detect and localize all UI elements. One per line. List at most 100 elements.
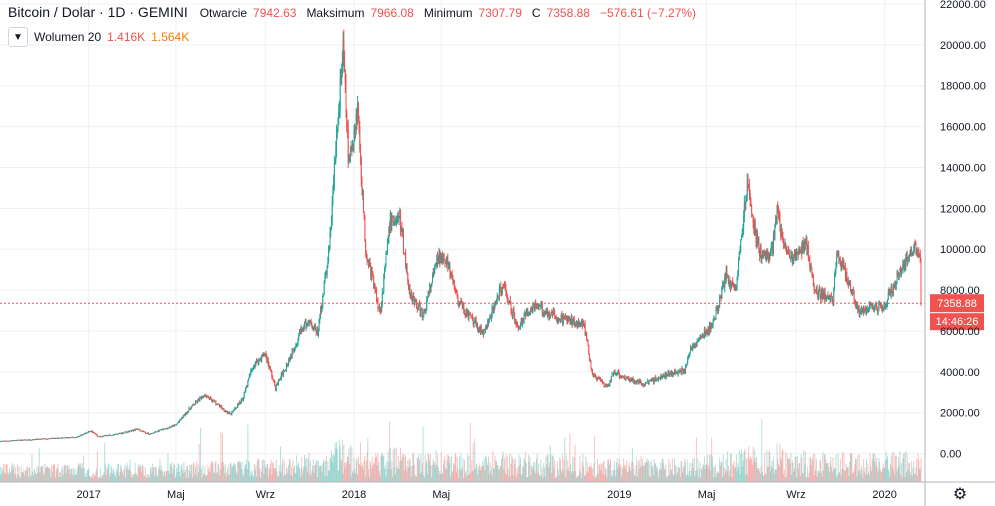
volume-bar	[34, 469, 36, 482]
candle-body	[831, 295, 833, 297]
candle-body	[551, 313, 553, 315]
volume-bar	[671, 458, 673, 482]
candle-body	[229, 413, 231, 415]
volume-bar	[551, 473, 553, 482]
volume-bar	[474, 468, 476, 482]
volume-bar	[853, 469, 855, 482]
candle-body	[399, 210, 401, 218]
volume-bar	[237, 462, 239, 482]
volume-bar	[354, 469, 356, 482]
candle-body	[469, 313, 471, 315]
candle-body	[285, 364, 287, 370]
candle-body	[84, 433, 86, 435]
candle-body	[246, 386, 248, 388]
candle-body	[815, 286, 817, 291]
candle-body	[654, 376, 656, 379]
volume-bar	[642, 459, 644, 482]
volume-bar	[656, 465, 658, 482]
volume-bar	[586, 472, 588, 482]
volume-bar	[607, 460, 609, 482]
candle-body	[700, 336, 702, 338]
candle-body	[96, 434, 98, 436]
gear-icon[interactable]: ⚙	[952, 486, 968, 503]
candle-body	[503, 285, 505, 287]
candle-body	[645, 382, 647, 384]
volume-bar	[205, 476, 207, 482]
volume-bar	[345, 463, 347, 482]
volume-bar	[852, 472, 854, 482]
volume-bar	[314, 465, 316, 482]
volume-bar	[28, 467, 30, 482]
candle-body	[502, 284, 504, 288]
volume-bar	[657, 471, 659, 482]
volume-label[interactable]: Wolumen 20	[34, 30, 102, 44]
candle-body	[855, 302, 857, 306]
volume-bar	[561, 472, 563, 482]
volume-bar	[121, 472, 123, 482]
candle-body	[171, 426, 173, 428]
candle-body	[763, 253, 765, 255]
volume-bar	[823, 470, 825, 482]
candle-body	[314, 325, 316, 331]
candle-body	[26, 439, 28, 441]
volume-bar	[846, 467, 848, 482]
volume-bar	[456, 472, 458, 482]
volume-bar	[642, 465, 644, 482]
volume-bar	[458, 477, 460, 482]
candle-body	[737, 274, 739, 278]
candle-body	[829, 294, 831, 300]
volume-bar	[442, 464, 444, 482]
candle-body	[441, 253, 443, 263]
volume-bar	[503, 469, 505, 482]
candle-body	[660, 375, 662, 379]
volume-bar	[527, 454, 529, 482]
candle-body	[780, 230, 782, 237]
volume-bar	[251, 470, 253, 482]
price-axis[interactable]: 22000.0020000.0018000.0016000.0014000.00…	[924, 0, 986, 506]
candle-body	[858, 307, 860, 316]
volume-bar	[129, 459, 131, 482]
candle-body	[848, 284, 850, 286]
candle-body	[384, 267, 386, 269]
x-tick-label: Wrz	[256, 489, 275, 501]
symbol-title[interactable]: Bitcoin / Dolar · 1D · GEMINI	[8, 4, 188, 20]
volume-bar	[743, 451, 745, 482]
volume-bar	[27, 467, 29, 482]
volume-bar	[402, 455, 404, 482]
candle-body	[786, 251, 788, 254]
candle-body	[83, 434, 85, 436]
volume-bar	[426, 460, 428, 482]
volume-bar	[779, 444, 781, 482]
candle-body	[236, 407, 238, 409]
volume-bar	[424, 454, 426, 482]
volume-bar	[461, 470, 463, 482]
volume-bar	[820, 460, 822, 482]
candle-body	[370, 266, 372, 277]
volume-bar	[56, 467, 58, 482]
volume-bar	[852, 473, 854, 482]
volume-bar	[818, 473, 820, 482]
volume-bar	[115, 469, 117, 482]
volume-bar	[844, 470, 846, 482]
candle-body	[652, 378, 654, 383]
candle-body	[212, 400, 214, 402]
volume-bar	[857, 470, 859, 482]
volume-bar	[712, 466, 714, 482]
candle-body	[528, 314, 530, 316]
volume-bar	[614, 469, 616, 482]
candle-body	[595, 376, 597, 380]
candle-body	[6, 440, 8, 442]
chevron-down-icon[interactable]: ▼	[8, 27, 28, 47]
volume-bar	[81, 462, 83, 482]
candle-body	[506, 295, 508, 297]
candle-body	[685, 365, 687, 367]
volume-bar	[612, 476, 614, 482]
volume-bar	[508, 476, 510, 482]
volume-bar	[616, 458, 618, 482]
volume-bar	[196, 476, 198, 482]
candle-body	[216, 404, 218, 406]
volume-bar	[826, 463, 828, 482]
time-axis[interactable]: 2017 Maj Wrz 2018 Maj 2019 Maj Wrz 2020	[0, 481, 995, 501]
candle-body	[73, 437, 75, 439]
